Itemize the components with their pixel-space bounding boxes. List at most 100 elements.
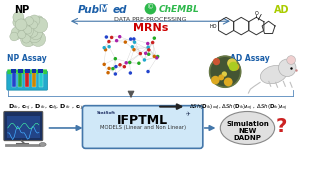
- Circle shape: [111, 67, 115, 70]
- Circle shape: [115, 39, 118, 42]
- Text: ✈: ✈: [186, 112, 190, 116]
- Text: ChEMBL: ChEMBL: [158, 5, 199, 14]
- Circle shape: [102, 46, 106, 49]
- Circle shape: [222, 71, 227, 77]
- Text: MODELS (Linear and Non Linear): MODELS (Linear and Non Linear): [100, 125, 186, 130]
- Circle shape: [18, 23, 33, 38]
- Circle shape: [105, 35, 108, 39]
- Bar: [18, 72, 22, 87]
- Circle shape: [29, 15, 40, 26]
- Bar: [39, 72, 43, 87]
- Circle shape: [139, 52, 142, 55]
- Circle shape: [131, 45, 134, 49]
- FancyBboxPatch shape: [7, 69, 47, 74]
- Circle shape: [213, 58, 220, 65]
- Circle shape: [118, 35, 122, 38]
- Text: NP: NP: [14, 5, 29, 15]
- Circle shape: [18, 30, 26, 39]
- Text: ©: ©: [147, 5, 154, 11]
- Circle shape: [146, 46, 150, 49]
- Text: AD Assay: AD Assay: [231, 54, 270, 63]
- Circle shape: [287, 56, 295, 64]
- Circle shape: [144, 3, 156, 14]
- Circle shape: [15, 19, 27, 30]
- Text: DATA PRE-PROCESSING: DATA PRE-PROCESSING: [114, 17, 187, 22]
- Circle shape: [211, 76, 219, 84]
- Circle shape: [22, 35, 30, 43]
- Circle shape: [106, 71, 110, 74]
- Circle shape: [129, 71, 132, 75]
- Circle shape: [35, 16, 43, 24]
- Ellipse shape: [39, 143, 46, 146]
- Circle shape: [13, 12, 24, 23]
- Text: ed: ed: [113, 5, 127, 15]
- Circle shape: [153, 55, 156, 58]
- Text: ?: ?: [276, 117, 287, 136]
- Circle shape: [129, 37, 132, 41]
- Circle shape: [143, 58, 146, 62]
- Circle shape: [122, 65, 126, 68]
- Circle shape: [20, 24, 30, 34]
- Bar: [7, 116, 40, 138]
- Circle shape: [147, 53, 150, 56]
- Circle shape: [278, 59, 296, 77]
- Circle shape: [118, 63, 122, 67]
- Circle shape: [155, 56, 158, 60]
- Text: AD: AD: [274, 5, 289, 15]
- Circle shape: [218, 74, 224, 80]
- Ellipse shape: [220, 112, 275, 144]
- FancyBboxPatch shape: [4, 112, 43, 141]
- Circle shape: [107, 40, 111, 43]
- Circle shape: [30, 31, 46, 46]
- Circle shape: [128, 61, 131, 64]
- Bar: [32, 69, 36, 73]
- Circle shape: [10, 32, 19, 41]
- Circle shape: [24, 26, 32, 34]
- Circle shape: [146, 70, 150, 73]
- Circle shape: [224, 77, 232, 86]
- Bar: [12, 72, 16, 87]
- Circle shape: [137, 61, 141, 65]
- Circle shape: [210, 56, 241, 87]
- Text: StatSoft: StatSoft: [97, 112, 116, 115]
- Bar: [18, 69, 23, 73]
- Bar: [32, 72, 36, 87]
- Circle shape: [28, 29, 41, 43]
- Circle shape: [144, 52, 148, 55]
- FancyBboxPatch shape: [100, 5, 108, 12]
- Circle shape: [124, 61, 128, 65]
- Circle shape: [227, 58, 237, 68]
- Circle shape: [107, 45, 111, 48]
- Circle shape: [147, 48, 151, 52]
- Circle shape: [25, 17, 33, 25]
- Circle shape: [104, 48, 107, 52]
- Text: Pub: Pub: [78, 5, 100, 15]
- Text: Simulation
NEW
DADNP: Simulation NEW DADNP: [226, 121, 269, 141]
- Circle shape: [16, 18, 28, 30]
- Circle shape: [156, 55, 159, 58]
- Circle shape: [11, 27, 24, 39]
- Circle shape: [28, 27, 38, 37]
- Circle shape: [22, 21, 33, 33]
- Circle shape: [29, 26, 42, 40]
- Circle shape: [33, 18, 48, 33]
- Circle shape: [232, 63, 239, 71]
- Circle shape: [132, 37, 135, 41]
- Circle shape: [103, 63, 106, 66]
- Text: $\Delta Sh(\mathbf{D}_{ik})_{odj}$, $\Delta Sh(\mathbf{D}_{ik})_{Aoj}$ , $\Delta: $\Delta Sh(\mathbf{D}_{ik})_{odj}$, $\De…: [189, 103, 288, 113]
- Circle shape: [110, 36, 113, 39]
- FancyBboxPatch shape: [7, 71, 47, 90]
- Circle shape: [114, 72, 117, 76]
- Circle shape: [133, 40, 136, 44]
- Circle shape: [114, 65, 117, 68]
- Text: HO: HO: [210, 24, 217, 29]
- Bar: [11, 69, 16, 73]
- Circle shape: [153, 36, 156, 40]
- Bar: [25, 72, 29, 87]
- Circle shape: [146, 42, 149, 45]
- Circle shape: [124, 40, 127, 44]
- Circle shape: [151, 41, 154, 44]
- Text: $\mathbf{D}_{ik}$, $\mathbf{c}_{nj}$ , $\mathbf{D}_{ik}$, $\mathbf{c}_{dj}$, $\m: $\mathbf{D}_{ik}$, $\mathbf{c}_{nj}$ , $…: [8, 103, 83, 113]
- Bar: [25, 69, 29, 73]
- Text: IFPTML: IFPTML: [117, 114, 168, 127]
